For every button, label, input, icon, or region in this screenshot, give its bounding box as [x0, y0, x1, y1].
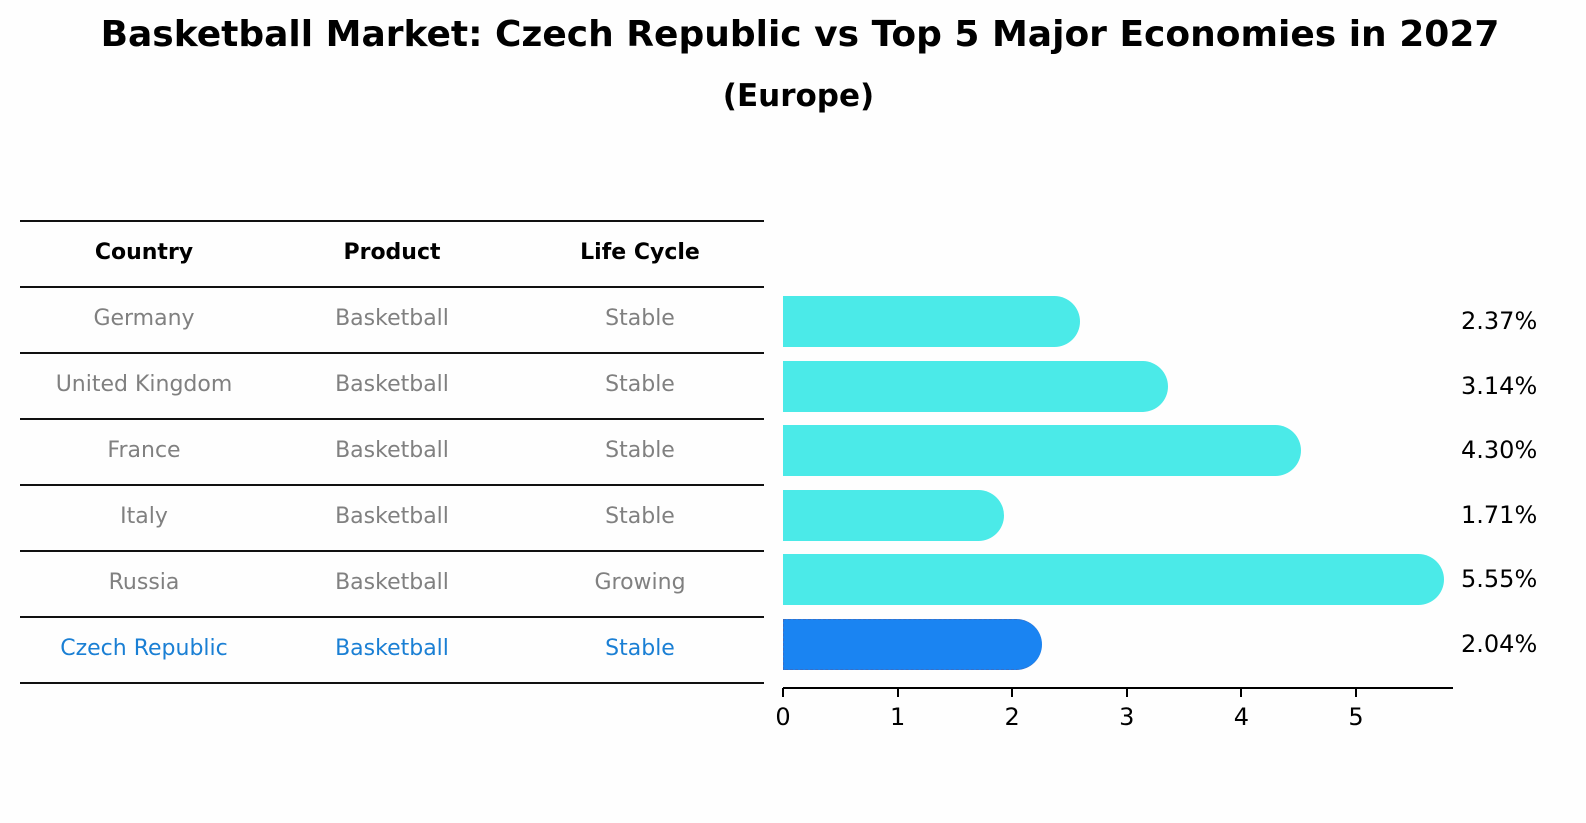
chart-subtitle: (Europe) [722, 78, 875, 114]
cell-country: United Kingdom [55, 372, 233, 397]
cell-life-cycle: Growing [594, 570, 686, 595]
cell-product: Basketball [335, 570, 449, 595]
table-rule [20, 682, 764, 684]
header-country: Country [94, 240, 194, 265]
x-tick-label: 2 [1004, 703, 1020, 731]
bar-russia [783, 554, 1445, 605]
cell-life-cycle: Stable [605, 504, 675, 529]
cell-life-cycle: Stable [605, 438, 675, 463]
bar-germany [783, 296, 1080, 347]
table-rule [20, 418, 764, 420]
x-tick-label: 1 [889, 703, 906, 731]
x-axis [783, 687, 1453, 689]
cell-country: Czech Republic [60, 636, 228, 661]
cell-country: Russia [108, 570, 180, 595]
value-label: 3.14% [1461, 372, 1538, 400]
table-rule [20, 550, 764, 552]
value-label: 2.04% [1461, 630, 1538, 658]
bar-france [783, 425, 1301, 476]
value-label: 5.55% [1461, 565, 1538, 593]
x-tick [896, 688, 899, 697]
bar-czech-republic [783, 619, 1042, 670]
cell-life-cycle: Stable [605, 636, 675, 661]
x-tick [1240, 688, 1243, 697]
x-tick-label: 4 [1233, 703, 1250, 731]
table-rule [20, 220, 764, 222]
x-tick [1011, 688, 1014, 697]
table-rule [20, 352, 764, 354]
x-tick-label: 3 [1119, 703, 1135, 731]
value-label: 2.37% [1461, 307, 1538, 335]
cell-product: Basketball [335, 306, 449, 331]
x-tick [782, 688, 784, 697]
cell-life-cycle: Stable [605, 372, 675, 397]
x-tick-label: 0 [775, 703, 791, 731]
table-rule [20, 484, 764, 486]
table-rule [20, 616, 764, 618]
table-rule [20, 286, 764, 288]
value-label: 4.30% [1461, 436, 1538, 464]
chart-title: Basketball Market: Czech Republic vs Top… [100, 14, 1500, 55]
cell-life-cycle: Stable [605, 306, 675, 331]
cell-country: Germany [93, 306, 195, 331]
cell-product: Basketball [335, 438, 449, 463]
bar-italy [783, 490, 1004, 541]
cell-product: Basketball [335, 372, 449, 397]
cell-country: France [107, 438, 181, 463]
header-life-cycle: Life Cycle [580, 240, 700, 265]
value-label: 1.71% [1461, 501, 1538, 529]
cell-country: Italy [120, 504, 168, 529]
cell-product: Basketball [335, 504, 449, 529]
x-tick [1355, 688, 1357, 697]
bar-united-kingdom [783, 361, 1168, 412]
cell-product: Basketball [335, 636, 449, 661]
header-product: Product [343, 240, 441, 265]
x-tick-label: 5 [1348, 703, 1364, 731]
x-tick [1125, 688, 1128, 697]
